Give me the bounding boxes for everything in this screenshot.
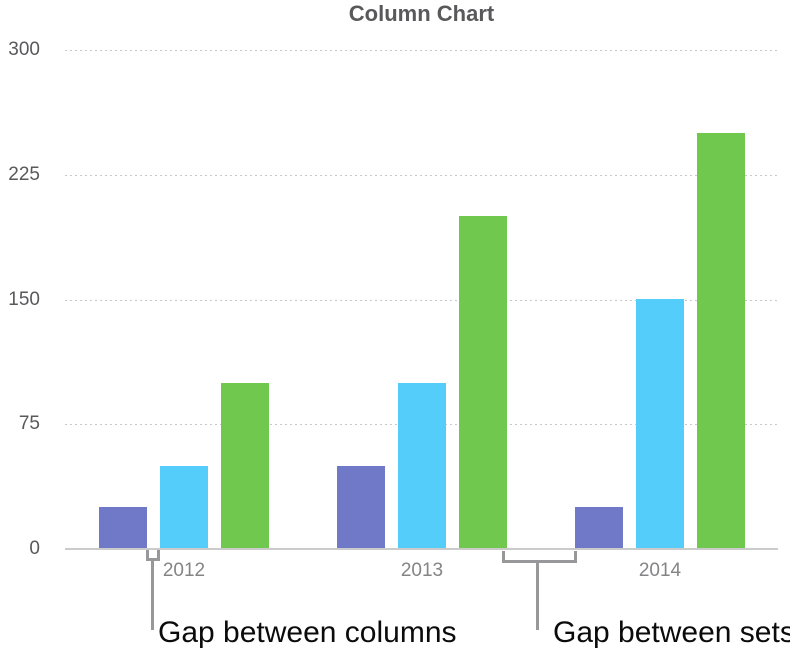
chart-title: Column Chart: [348, 1, 495, 26]
gap-between-sets-pointer-line: [536, 562, 539, 630]
bar-2012-purple-series: [99, 507, 147, 549]
bar-2012-blue-series: [160, 466, 208, 549]
y-axis-tick-label: 300: [8, 39, 40, 60]
gap-between-sets-bracket: [502, 551, 577, 563]
gridline-150: [65, 300, 778, 301]
bar-2013-green-series: [459, 216, 507, 549]
gap-between-columns-bracket: [146, 550, 160, 561]
bar-2014-purple-series: [575, 507, 623, 549]
x-axis-line: [65, 548, 778, 550]
bar-2013-purple-series: [337, 466, 385, 549]
bar-2012-green-series: [221, 383, 269, 549]
gap-between-columns-label: Gap between columns: [158, 616, 457, 649]
x-axis-category-label: 2012: [162, 560, 206, 581]
x-axis-category-label: 2014: [638, 560, 682, 581]
y-axis-tick-label: 75: [18, 413, 40, 434]
bar-2014-blue-series: [636, 299, 684, 549]
bar-2014-green-series: [697, 133, 745, 549]
gridline-225: [65, 175, 778, 176]
x-axis-category-label: 2013: [400, 560, 444, 581]
bar-2013-blue-series: [398, 383, 446, 549]
gap-between-sets-label: Gap between sets: [553, 616, 790, 649]
y-axis-tick-label: 225: [8, 164, 40, 185]
y-axis-tick-label: 150: [8, 289, 40, 310]
gap-between-columns-pointer-line: [151, 560, 154, 630]
y-axis-tick-label: 0: [29, 538, 40, 559]
gridline-300: [65, 50, 778, 51]
